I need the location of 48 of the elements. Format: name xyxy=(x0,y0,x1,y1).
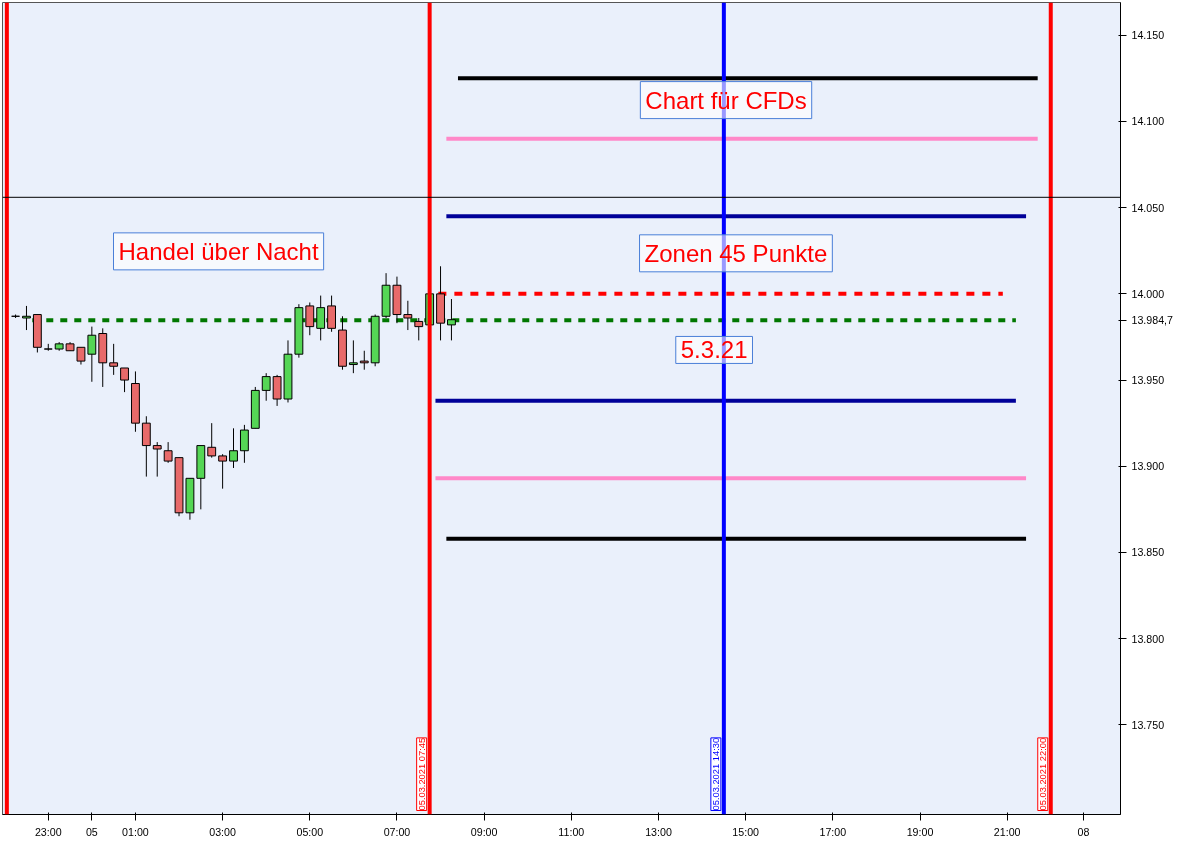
x-tick-label: 21:00 xyxy=(993,825,1021,838)
x-tick-label: 05:00 xyxy=(296,825,324,838)
candlestick xyxy=(239,424,249,464)
y-tick-label: 13.950 xyxy=(1131,374,1165,387)
ref-line-label: 05.03.2021 22:00 xyxy=(1037,737,1048,811)
annotation: Chart für CFDs xyxy=(645,86,807,114)
annotation: Handel über Nacht xyxy=(118,237,319,265)
annotation: Zonen 45 Punkte xyxy=(644,239,828,267)
candlestick xyxy=(447,298,456,341)
y-tick-label: 14.000 xyxy=(1131,287,1165,300)
x-tick-label: 07:00 xyxy=(383,825,411,838)
x-tick-label: 08 xyxy=(1077,825,1090,838)
candlestick xyxy=(261,372,271,402)
candlestick xyxy=(141,415,151,478)
x-tick-label: 11:00 xyxy=(558,825,585,838)
candlestick xyxy=(316,295,326,341)
y-tick-label: 13.984,7 xyxy=(1131,314,1174,327)
candlestick xyxy=(229,427,238,469)
x-tick-label: 01:00 xyxy=(122,825,149,838)
candlestick xyxy=(120,367,129,393)
y-tick-label: 13.850 xyxy=(1131,546,1165,559)
candlestick xyxy=(359,350,369,371)
candlestick xyxy=(207,422,217,459)
x-tick-label: 05 xyxy=(85,825,98,838)
candlestick xyxy=(109,343,119,376)
candlestick xyxy=(327,295,336,333)
ref-line-label: 05.03.2021 07:45 xyxy=(416,737,427,811)
ref-line-label: 05.03.2021 14:30 xyxy=(710,737,721,811)
y-tick-label: 13.900 xyxy=(1131,460,1165,473)
y-tick-label: 13.750 xyxy=(1131,718,1165,731)
x-tick-label: 03:00 xyxy=(209,825,237,838)
x-tick-label: 17:00 xyxy=(819,825,847,838)
candlestick xyxy=(414,317,424,341)
candlestick xyxy=(348,339,358,374)
x-tick-label: 13:00 xyxy=(645,825,672,838)
x-tick-label: 15:00 xyxy=(732,825,760,838)
x-tick-label: 09:00 xyxy=(470,825,498,838)
y-tick-label: 13.800 xyxy=(1131,632,1165,645)
y-tick-label: 14.150 xyxy=(1131,29,1165,42)
candlestick xyxy=(218,453,228,490)
x-tick-label: 23:00 xyxy=(34,825,62,838)
x-tick-label: 19:00 xyxy=(906,825,934,838)
candlestick xyxy=(22,305,31,331)
y-tick-label: 14.100 xyxy=(1131,115,1165,128)
candlestick xyxy=(305,301,315,336)
annotation: 5.3.21 xyxy=(680,336,748,364)
y-tick-label: 14.050 xyxy=(1131,201,1165,214)
candlestick xyxy=(152,441,162,478)
